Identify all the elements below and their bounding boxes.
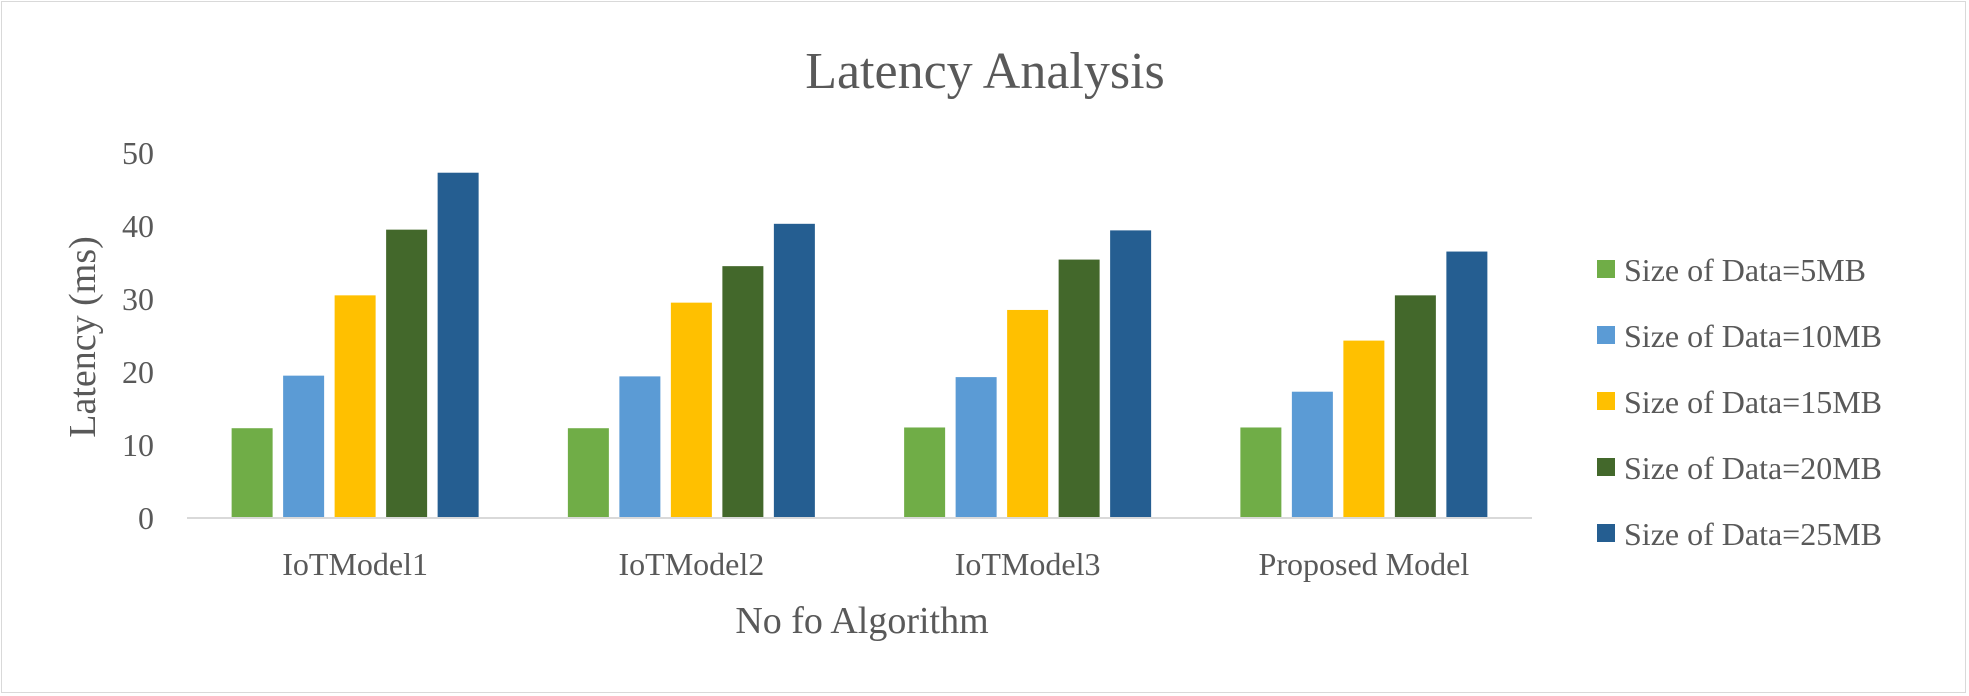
legend-label: Size of Data=25MB — [1624, 516, 1882, 552]
chart-title: Latency Analysis — [805, 43, 1165, 100]
y-axis-ticks: 0 10 20 30 40 50 — [122, 135, 154, 536]
legend-label: Size of Data=10MB — [1624, 318, 1882, 354]
legend-label: Size of Data=15MB — [1624, 384, 1882, 420]
x-axis-title: No fo Algorithm — [735, 600, 988, 642]
bar — [1343, 340, 1385, 518]
x-category-label: IoTModel1 — [282, 546, 428, 582]
x-category-label: IoTModel3 — [955, 546, 1101, 582]
bar — [670, 302, 712, 518]
bar — [283, 375, 325, 518]
legend-swatch — [1597, 524, 1615, 542]
x-category-label: IoTModel2 — [619, 546, 765, 582]
bar — [1007, 309, 1049, 518]
x-axis-categories: IoTModel1 IoTModel2 IoTModel3 Proposed Mode… — [282, 546, 1469, 582]
legend: Size of Data=5MB Size of Data=10MB Size of… — [1597, 252, 1882, 552]
y-tick-label: 40 — [122, 208, 154, 244]
legend-label: Size of Data=5MB — [1624, 252, 1866, 288]
bar — [1291, 391, 1333, 518]
bar — [1058, 259, 1100, 518]
bar — [1394, 295, 1436, 518]
legend-swatch — [1597, 260, 1615, 278]
y-tick-label: 50 — [122, 135, 154, 171]
y-tick-label: 0 — [138, 500, 154, 536]
bar — [567, 428, 609, 518]
y-tick-label: 30 — [122, 281, 154, 317]
bar — [1240, 427, 1282, 518]
bar — [619, 376, 661, 518]
bar — [437, 172, 479, 518]
y-axis-title: Latency (ms) — [62, 236, 104, 438]
legend-swatch — [1597, 392, 1615, 410]
y-tick-label: 10 — [122, 427, 154, 463]
bar — [904, 427, 946, 518]
bar — [334, 295, 376, 518]
legend-label: Size of Data=20MB — [1624, 450, 1882, 486]
bar — [1446, 251, 1488, 519]
x-category-label: Proposed Model — [1259, 546, 1470, 582]
bar-series-group — [231, 172, 1488, 519]
bar — [955, 377, 997, 518]
bar — [231, 428, 273, 518]
bar — [1110, 230, 1152, 518]
bar — [386, 229, 428, 518]
bar — [722, 266, 764, 518]
y-tick-label: 20 — [122, 354, 154, 390]
legend-swatch — [1597, 458, 1615, 476]
bar — [773, 223, 815, 518]
legend-swatch — [1597, 326, 1615, 344]
